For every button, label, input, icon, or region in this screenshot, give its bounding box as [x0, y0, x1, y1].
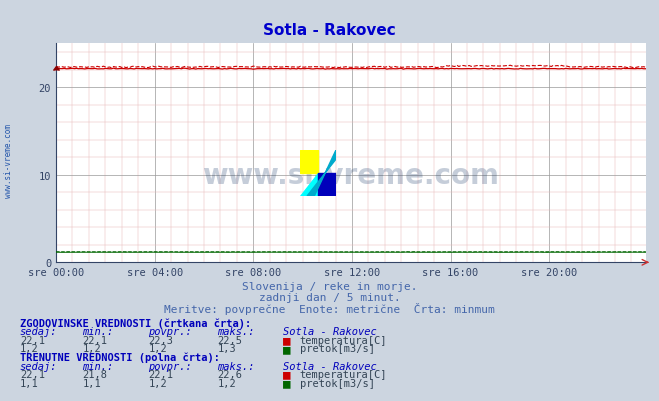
Text: www.si-vreme.com: www.si-vreme.com	[4, 124, 13, 197]
Bar	[318, 173, 336, 196]
Text: www.si-vreme.com: www.si-vreme.com	[202, 161, 500, 189]
Text: 1,2: 1,2	[148, 378, 167, 387]
Text: sedaj:: sedaj:	[20, 361, 57, 371]
Text: 22,1: 22,1	[82, 335, 107, 345]
Text: 21,8: 21,8	[82, 369, 107, 379]
Text: maks.:: maks.:	[217, 361, 255, 371]
Text: ■: ■	[283, 334, 291, 346]
Text: ■: ■	[283, 342, 291, 355]
Text: ■: ■	[283, 368, 291, 381]
Text: temperatura[C]: temperatura[C]	[300, 335, 387, 345]
Text: 22,1: 22,1	[148, 369, 173, 379]
Text: 1,1: 1,1	[20, 378, 38, 387]
Text: Sotla - Rakovec: Sotla - Rakovec	[283, 327, 377, 336]
Text: 1,2: 1,2	[82, 344, 101, 353]
Text: 1,2: 1,2	[217, 378, 236, 387]
Text: Meritve: povprečne  Enote: metrične  Črta: minmum: Meritve: povprečne Enote: metrične Črta:…	[164, 302, 495, 314]
Text: zadnji dan / 5 minut.: zadnji dan / 5 minut.	[258, 293, 401, 302]
Polygon shape	[307, 150, 336, 196]
Text: 1,3: 1,3	[217, 344, 236, 353]
Text: Slovenija / reke in morje.: Slovenija / reke in morje.	[242, 282, 417, 292]
Text: ■: ■	[283, 376, 291, 389]
Text: ZGODOVINSKE VREDNOSTI (črtkana črta):: ZGODOVINSKE VREDNOSTI (črtkana črta):	[20, 318, 251, 328]
Text: 22,1: 22,1	[20, 335, 45, 345]
Text: povpr.:: povpr.:	[148, 361, 192, 371]
Text: TRENUTNE VREDNOSTI (polna črta):: TRENUTNE VREDNOSTI (polna črta):	[20, 352, 219, 362]
Text: min.:: min.:	[82, 327, 113, 336]
Text: pretok[m3/s]: pretok[m3/s]	[300, 378, 375, 387]
Polygon shape	[300, 173, 318, 196]
Text: 22,3: 22,3	[148, 335, 173, 345]
Text: Sotla - Rakovec: Sotla - Rakovec	[263, 22, 396, 38]
Text: sedaj:: sedaj:	[20, 327, 57, 336]
Text: 1,1: 1,1	[82, 378, 101, 387]
Text: pretok[m3/s]: pretok[m3/s]	[300, 344, 375, 353]
Text: 1,2: 1,2	[20, 344, 38, 353]
Text: min.:: min.:	[82, 361, 113, 371]
Bar	[300, 150, 318, 173]
Text: maks.:: maks.:	[217, 327, 255, 336]
Text: 22,6: 22,6	[217, 369, 243, 379]
Text: povpr.:: povpr.:	[148, 327, 192, 336]
Text: temperatura[C]: temperatura[C]	[300, 369, 387, 379]
Text: Sotla - Rakovec: Sotla - Rakovec	[283, 361, 377, 371]
Text: 22,1: 22,1	[20, 369, 45, 379]
Text: 1,2: 1,2	[148, 344, 167, 353]
Text: 22,5: 22,5	[217, 335, 243, 345]
